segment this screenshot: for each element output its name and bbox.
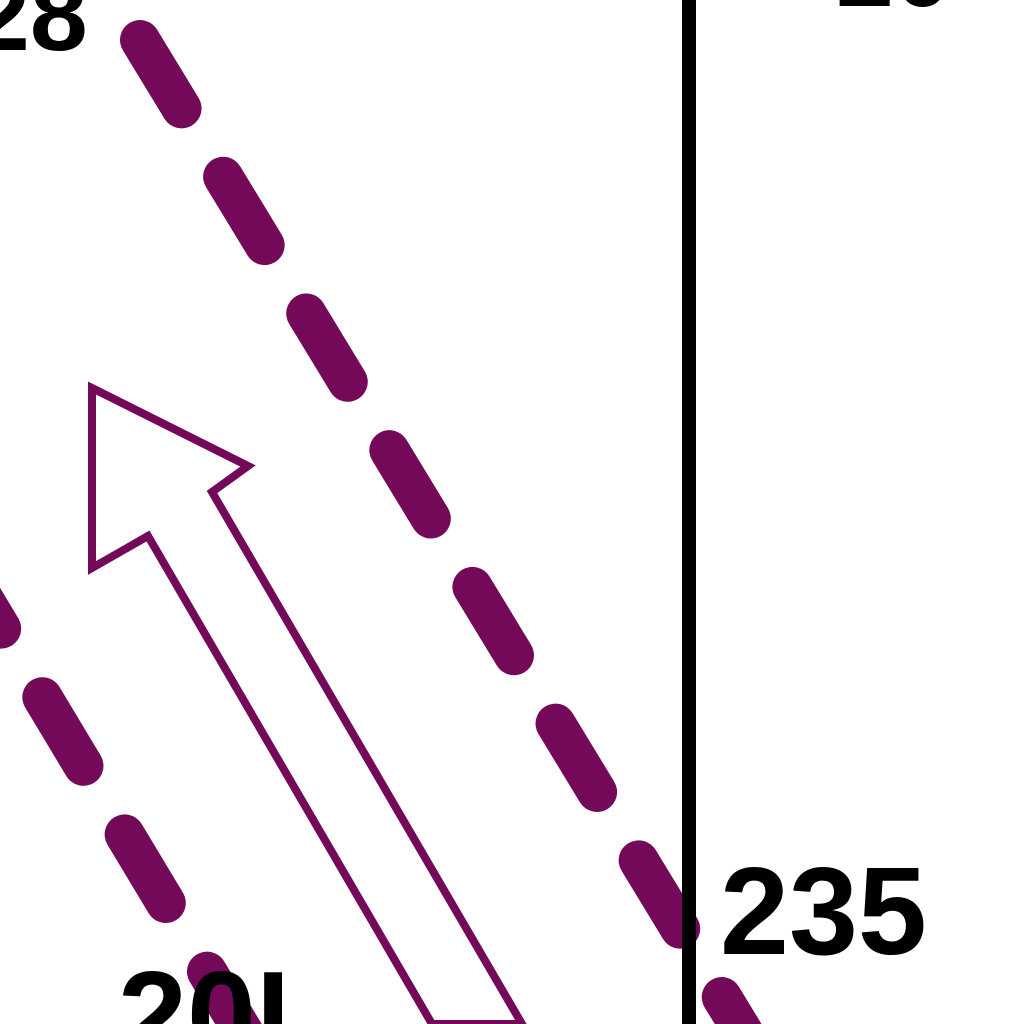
label-top-right: 20 <box>836 0 952 29</box>
dashed-route-line-right <box>120 20 762 1024</box>
label-bottom-left: 20L <box>118 947 332 1024</box>
label-top-left: 28 <box>0 0 88 73</box>
label-bottom-right: 235 <box>720 843 927 981</box>
direction-arrow-icon <box>88 381 527 1024</box>
dashed-route-line-left <box>0 587 262 1024</box>
